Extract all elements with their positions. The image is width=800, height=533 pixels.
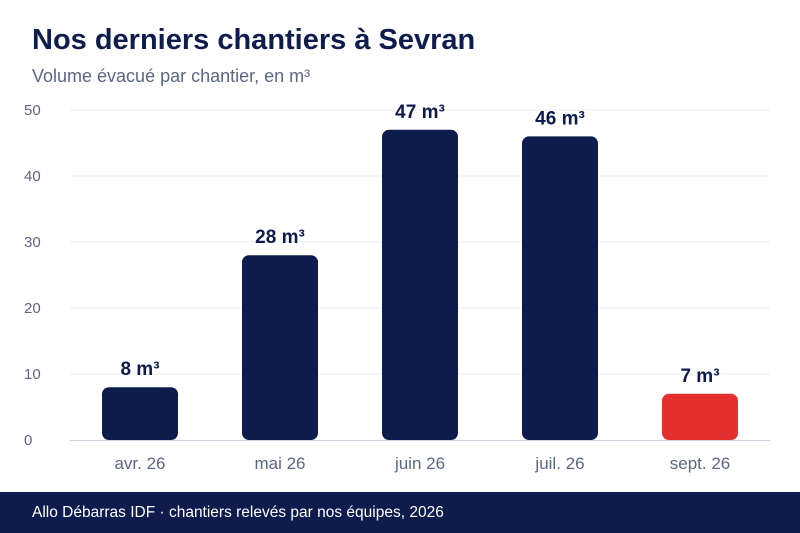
data-label: 8 m³: [120, 359, 159, 380]
data-label: 7 m³: [680, 366, 719, 387]
x-tick-label: mai 26: [254, 454, 305, 473]
bar-chart: 0 10 20 30 40 50 8 m³ avr. 26 28 m³ mai 26 47 m³ ju…: [24, 102, 770, 473]
y-tick-label: 10: [24, 366, 41, 383]
x-tick-label: sept. 26: [670, 454, 731, 473]
y-tick-label: 30: [24, 234, 41, 251]
bar: [382, 129, 458, 441]
data-label: 46 m³: [535, 108, 585, 129]
x-tick-label: juin 26: [394, 454, 445, 473]
x-tick-label: juil. 26: [534, 454, 584, 473]
x-tick-label: avr. 26: [114, 454, 165, 473]
bar: [242, 255, 318, 440]
chart-subtitle: Volume évacué par chantier, en m³: [32, 66, 311, 86]
y-tick-label: 0: [24, 432, 32, 449]
data-label: 47 m³: [395, 102, 445, 123]
bar: [102, 387, 178, 440]
bar: [662, 393, 738, 440]
bar: [522, 136, 598, 440]
chart-title: Nos derniers chantiers à Sevran: [32, 24, 476, 56]
y-tick-label: 40: [24, 168, 41, 185]
footer-source-text: Allo Débarras IDF · chantiers relevés pa…: [32, 504, 444, 521]
y-tick-label: 50: [24, 102, 41, 119]
y-tick-label: 20: [24, 300, 41, 317]
data-label: 28 m³: [255, 227, 305, 248]
footer-bar: Allo Débarras IDF · chantiers relevés pa…: [0, 492, 800, 533]
